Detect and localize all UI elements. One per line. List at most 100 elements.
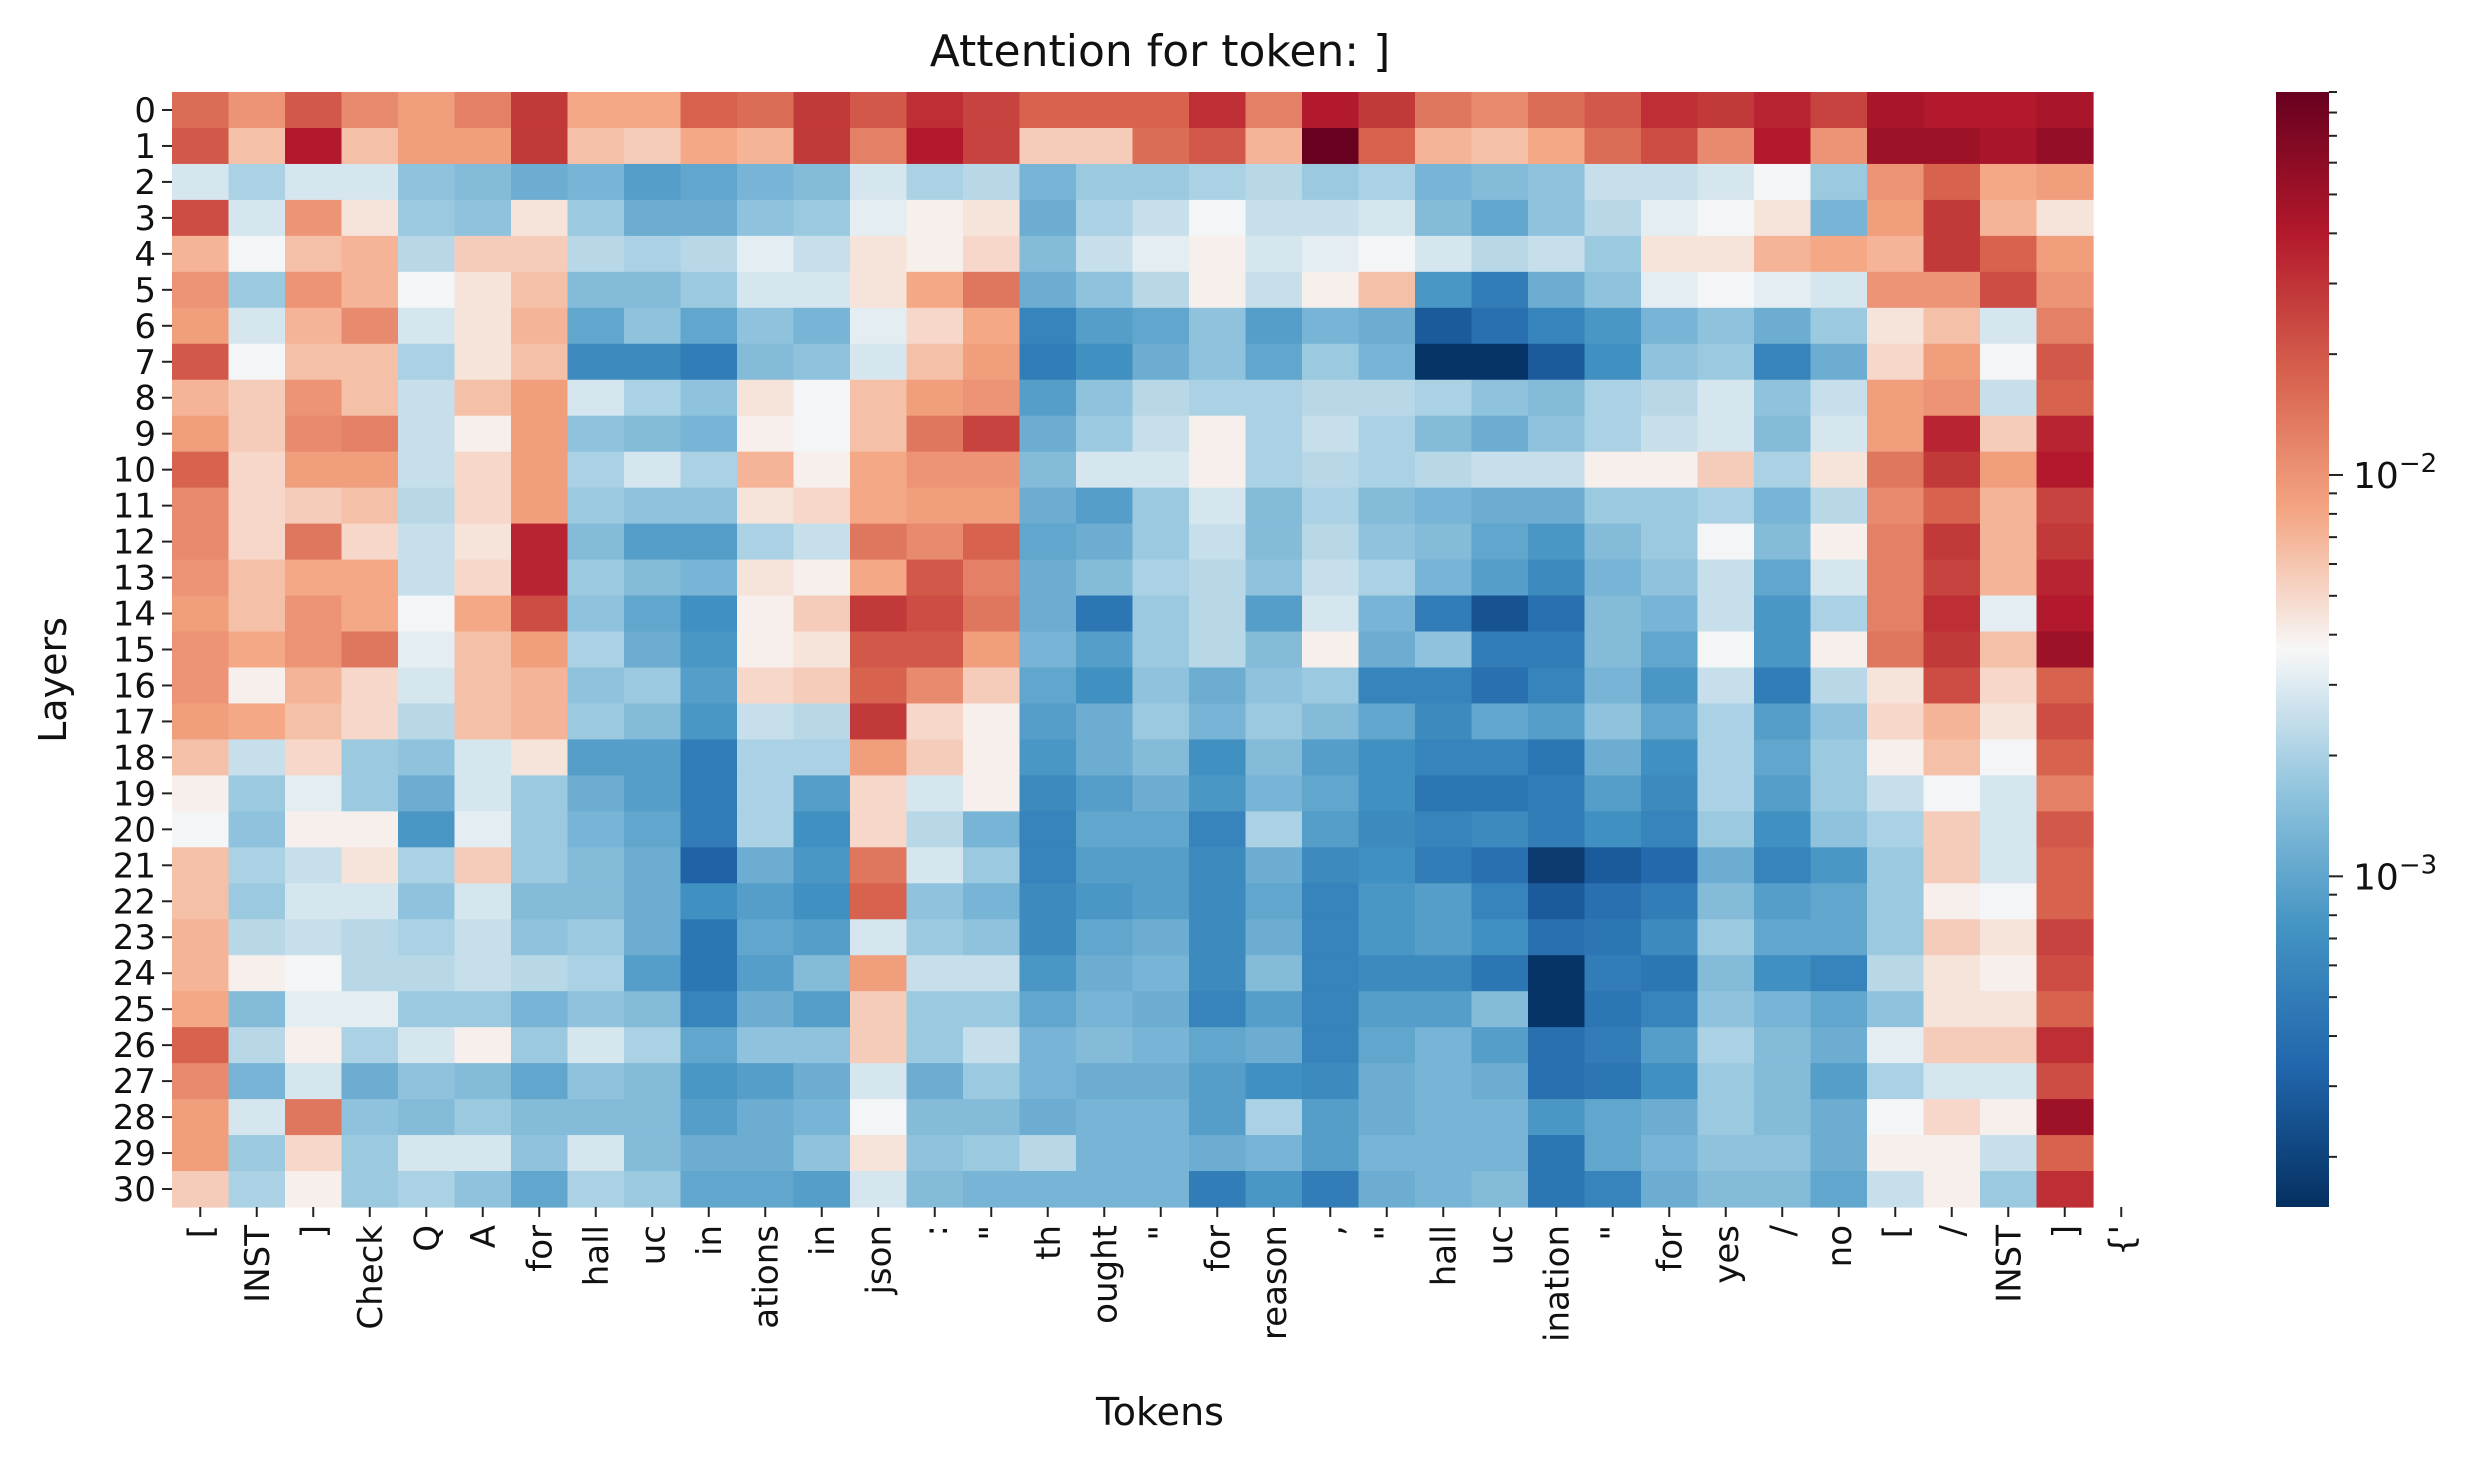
heatmap-cell bbox=[1810, 235, 1868, 273]
heatmap-cell bbox=[1245, 1063, 1303, 1100]
heatmap-cell bbox=[1076, 991, 1134, 1028]
heatmap-cell bbox=[1189, 415, 1247, 453]
heatmap-cell bbox=[1584, 523, 1642, 561]
heatmap-cell bbox=[737, 1171, 795, 1208]
heatmap-cell bbox=[850, 1135, 908, 1172]
heatmap-cell bbox=[1754, 343, 1812, 381]
heatmap-cell bbox=[285, 415, 343, 453]
heatmap-cell bbox=[1641, 379, 1699, 417]
heatmap-cell bbox=[1415, 631, 1473, 669]
heatmap-cell bbox=[1132, 1027, 1190, 1064]
heatmap-cell bbox=[511, 199, 569, 237]
heatmap-cell bbox=[1245, 1171, 1303, 1208]
heatmap-cell bbox=[1697, 739, 1755, 776]
heatmap-cell bbox=[624, 883, 682, 920]
heatmap-cell bbox=[906, 1171, 964, 1208]
x-tick-label: hall bbox=[577, 1225, 617, 1286]
heatmap-cell bbox=[850, 163, 908, 201]
heatmap-cell bbox=[963, 811, 1021, 848]
heatmap-cell bbox=[737, 667, 795, 705]
heatmap-cell bbox=[1528, 487, 1586, 525]
heatmap-cell bbox=[341, 1099, 399, 1136]
heatmap-cell bbox=[1810, 199, 1868, 237]
heatmap-cell bbox=[454, 343, 512, 381]
heatmap-cell bbox=[624, 703, 682, 741]
heatmap-cell bbox=[1810, 415, 1868, 453]
heatmap-cell bbox=[511, 631, 569, 669]
heatmap-cell bbox=[285, 1099, 343, 1136]
heatmap-cell bbox=[1076, 343, 1134, 381]
heatmap-cell bbox=[341, 235, 399, 273]
heatmap-cell bbox=[285, 667, 343, 705]
heatmap-cell bbox=[1923, 1135, 1981, 1172]
heatmap-cell bbox=[1810, 703, 1868, 741]
heatmap-cell bbox=[567, 487, 625, 525]
heatmap-cell bbox=[1697, 235, 1755, 273]
heatmap-cell bbox=[454, 775, 512, 812]
y-tick-label: 19 bbox=[113, 774, 156, 814]
heatmap-cell bbox=[906, 379, 964, 417]
heatmap-cell bbox=[285, 199, 343, 237]
y-tick-label: 17 bbox=[113, 702, 156, 742]
heatmap-cell bbox=[1019, 127, 1077, 165]
x-tick-label: [ bbox=[181, 1225, 221, 1238]
heatmap-cell bbox=[398, 631, 456, 669]
heatmap-cell bbox=[1980, 1171, 2038, 1208]
heatmap-cell bbox=[850, 559, 908, 597]
heatmap-cell bbox=[1189, 379, 1247, 417]
heatmap-cell bbox=[963, 991, 1021, 1028]
heatmap-cell bbox=[793, 235, 851, 273]
heatmap-cell bbox=[1754, 1099, 1812, 1136]
heatmap-cell bbox=[793, 631, 851, 669]
heatmap-cell bbox=[1923, 847, 1981, 884]
heatmap-cell bbox=[1076, 811, 1134, 848]
heatmap-cell bbox=[737, 199, 795, 237]
heatmap-cell bbox=[2036, 307, 2094, 345]
heatmap-cell bbox=[1471, 1135, 1529, 1172]
heatmap-cell bbox=[1189, 271, 1247, 309]
heatmap-cell bbox=[511, 379, 569, 417]
heatmap-cell bbox=[1641, 739, 1699, 776]
heatmap-cell bbox=[1697, 955, 1755, 992]
heatmap-cell bbox=[1358, 739, 1416, 776]
heatmap-cell bbox=[1980, 1135, 2038, 1172]
heatmap-cell bbox=[341, 775, 399, 812]
heatmap-cell bbox=[1358, 307, 1416, 345]
heatmap-cell bbox=[1302, 991, 1360, 1028]
heatmap-cell bbox=[906, 523, 964, 561]
heatmap-cell bbox=[1867, 991, 1925, 1028]
heatmap-cell bbox=[1245, 595, 1303, 633]
heatmap-cell bbox=[285, 847, 343, 884]
heatmap-cell bbox=[1754, 631, 1812, 669]
heatmap-cell bbox=[1471, 271, 1529, 309]
heatmap-cell bbox=[398, 703, 456, 741]
heatmap-cell bbox=[1980, 739, 2038, 776]
heatmap-cell bbox=[1923, 343, 1981, 381]
heatmap-cell bbox=[1754, 92, 1812, 129]
heatmap-cell bbox=[1076, 271, 1134, 309]
heatmap-cell bbox=[341, 415, 399, 453]
heatmap-cell bbox=[1471, 487, 1529, 525]
heatmap-cell bbox=[1754, 235, 1812, 273]
heatmap-cell bbox=[624, 991, 682, 1028]
heatmap-cell bbox=[963, 919, 1021, 956]
heatmap-cell bbox=[1584, 307, 1642, 345]
heatmap-cell bbox=[1754, 415, 1812, 453]
heatmap-cell bbox=[1754, 1171, 1812, 1208]
heatmap-cell bbox=[906, 991, 964, 1028]
heatmap-cell bbox=[963, 703, 1021, 741]
heatmap-cell bbox=[1980, 343, 2038, 381]
heatmap-cell bbox=[906, 955, 964, 992]
heatmap-cell bbox=[1697, 703, 1755, 741]
heatmap-cell bbox=[624, 847, 682, 884]
heatmap-cell bbox=[341, 739, 399, 776]
heatmap-cell bbox=[1302, 127, 1360, 165]
heatmap-cell bbox=[1245, 883, 1303, 920]
heatmap-cell bbox=[454, 415, 512, 453]
heatmap-cell bbox=[398, 883, 456, 920]
heatmap-cell bbox=[850, 883, 908, 920]
heatmap-cell bbox=[172, 415, 230, 453]
heatmap-cell bbox=[1019, 235, 1077, 273]
heatmap-cell bbox=[1471, 991, 1529, 1028]
heatmap-cell bbox=[1810, 991, 1868, 1028]
